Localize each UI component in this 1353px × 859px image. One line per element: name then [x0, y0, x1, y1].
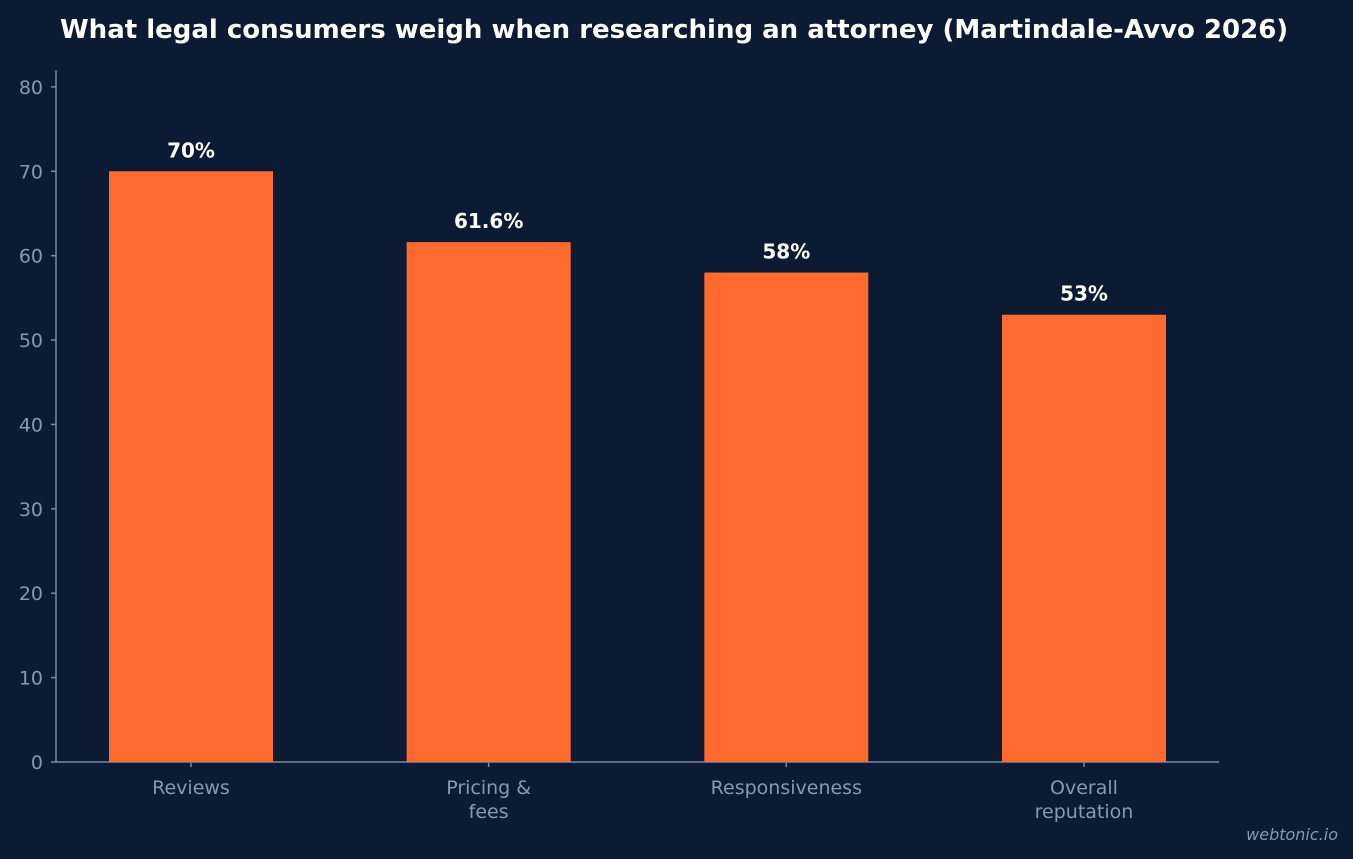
data-label: 70%	[167, 138, 215, 162]
y-tick-label: 60	[19, 246, 43, 268]
x-tick-label-line: reputation	[1035, 801, 1134, 823]
y-tick-label: 20	[19, 583, 43, 605]
y-tick-label: 70	[19, 161, 43, 183]
x-tick-label: Responsiveness	[711, 777, 862, 799]
watermark: webtonic.io	[1246, 825, 1338, 844]
y-axis: 0 10 20 30 40 50 60 70 80	[19, 70, 57, 774]
x-tick-label-line: Reviews	[152, 777, 230, 799]
y-tick-label: 10	[19, 668, 43, 690]
x-axis: Reviews Pricing & fees Responsiveness Overal…	[56, 761, 1219, 823]
chart-title: What legal consumers weigh when research…	[60, 15, 1288, 45]
bar	[1002, 314, 1166, 762]
x-tick-label: Pricing & fees	[446, 777, 531, 823]
y-tick-label: 30	[19, 499, 43, 521]
bar	[406, 242, 571, 762]
data-label: 58%	[762, 240, 810, 264]
data-label: 61.6%	[454, 209, 523, 233]
y-tick-label: 40	[19, 414, 43, 436]
data-labels: 70% 61.6% 58% 53%	[167, 138, 1108, 305]
x-tick-label: Overall reputation	[1035, 777, 1134, 823]
bar	[704, 272, 869, 762]
y-tick-label: 80	[19, 77, 43, 99]
x-tick-label-line: Overall	[1050, 777, 1118, 799]
x-tick-label-line: fees	[469, 801, 509, 823]
data-label: 53%	[1060, 282, 1108, 306]
x-tick-label: Reviews	[152, 777, 230, 799]
bars	[109, 171, 1166, 762]
x-tick-label-line: Pricing &	[446, 777, 531, 799]
bar	[109, 171, 273, 762]
y-tick-label: 50	[19, 330, 43, 352]
y-tick-label: 0	[31, 752, 43, 774]
x-tick-label-line: Responsiveness	[711, 777, 862, 799]
